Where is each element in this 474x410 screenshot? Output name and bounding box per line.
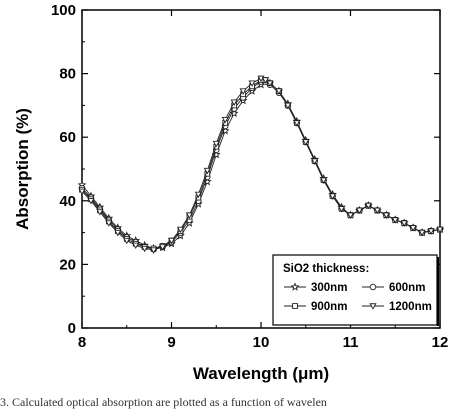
- legend-marker: [290, 282, 300, 291]
- x-tick-label: 8: [78, 334, 86, 351]
- series-300nm: [77, 76, 445, 253]
- data-point-300nm: [229, 108, 239, 118]
- series-600nm: [78, 78, 444, 253]
- data-point-1200nm: [114, 229, 122, 237]
- legend-item-1200nm: 1200nm: [362, 301, 432, 313]
- y-tick-label: 40: [59, 193, 76, 210]
- y-axis-title: Absorption (%): [13, 108, 32, 230]
- data-point-1200nm: [436, 226, 444, 234]
- data-point-1200nm: [302, 139, 310, 146]
- y-tick-label: 80: [59, 66, 76, 83]
- data-point-1200nm: [230, 99, 238, 106]
- x-tick-label: 10: [253, 334, 270, 351]
- data-point-1200nm: [96, 209, 104, 216]
- data-point-1200nm: [346, 212, 355, 219]
- data-point-1200nm: [123, 237, 131, 245]
- data-point-1200nm: [176, 226, 185, 234]
- legend-label: 900nm: [311, 301, 347, 313]
- data-point-1200nm: [355, 207, 364, 215]
- legend-item-600nm: 600nm: [362, 282, 425, 294]
- data-point-1200nm: [418, 229, 426, 237]
- legend-label: 600nm: [389, 282, 425, 294]
- x-tick-label: 12: [432, 334, 449, 351]
- x-axis-title: Wavelength (μm): [193, 364, 329, 383]
- legend-item-300nm: 300nm: [284, 282, 347, 294]
- data-point-1200nm: [105, 220, 113, 227]
- legend-marker: [369, 283, 377, 291]
- data-point-1200nm: [78, 188, 86, 195]
- legend-label: 1200nm: [389, 301, 432, 313]
- legend-label: 300nm: [311, 282, 347, 294]
- data-point-1200nm: [141, 245, 149, 253]
- data-point-1200nm: [373, 207, 381, 215]
- data-point-1200nm: [266, 80, 274, 87]
- data-point-1200nm: [311, 158, 319, 165]
- data-point-1200nm: [150, 247, 158, 254]
- data-point-1200nm: [284, 102, 292, 110]
- data-point-1200nm: [261, 77, 270, 84]
- series-1200nm: [78, 75, 444, 254]
- series-line-900nm: [81, 79, 441, 249]
- legend-marker: [292, 303, 298, 309]
- data-point-1200nm: [382, 212, 390, 219]
- data-point-1200nm: [87, 198, 95, 205]
- data-point-1200nm: [427, 228, 435, 235]
- legend-items: 300nm 600nm 900nm 1200nm: [284, 282, 432, 313]
- data-point-1200nm: [167, 237, 176, 245]
- data-point-1200nm: [329, 193, 337, 200]
- data-point-1200nm: [248, 80, 256, 87]
- data-point-1200nm: [132, 242, 140, 250]
- legend-item-900nm: 900nm: [284, 301, 347, 313]
- axis-ticks: 8 9 10 11 12 0 20 40 60 80 100: [51, 2, 448, 351]
- y-tick-label: 20: [59, 256, 76, 273]
- series-line-1200nm: [81, 77, 441, 251]
- data-point-1200nm: [320, 177, 328, 184]
- absorption-chart: 8 9 10 11 12 0 20 40 60 80 100 Wavelength (μm) Abs…: [13, 2, 448, 383]
- series-line-600nm: [81, 81, 441, 250]
- data-point-1200nm: [158, 244, 167, 251]
- y-tick-label: 60: [59, 129, 76, 146]
- data-point-1200nm: [293, 120, 301, 127]
- legend-marker: [369, 303, 377, 310]
- data-point-1200nm: [239, 88, 247, 95]
- y-tick-label: 100: [51, 2, 76, 19]
- figure-caption: 3. Calculated optical absorption are plo…: [0, 395, 327, 409]
- data-point-1200nm: [391, 217, 399, 224]
- data-point-1200nm: [275, 88, 283, 95]
- data-point-1200nm: [194, 191, 202, 199]
- data-point-1200nm: [212, 140, 220, 148]
- series-layer: [77, 75, 445, 254]
- data-point-1200nm: [409, 225, 417, 232]
- x-tick-label: 11: [343, 334, 359, 351]
- legend-box: [272, 254, 438, 326]
- data-point-1200nm: [364, 202, 372, 210]
- series-line-300nm: [81, 81, 441, 249]
- series-900nm: [79, 77, 443, 252]
- data-point-1200nm: [203, 167, 211, 175]
- y-tick-label: 0: [68, 320, 76, 337]
- legend: SiO2 thickness: 300nm 600nm 900nm 1200nm: [272, 254, 439, 326]
- data-point-1200nm: [185, 212, 193, 219]
- data-point-1200nm: [400, 220, 408, 227]
- data-point-1200nm: [337, 206, 346, 213]
- x-tick-label: 9: [167, 334, 175, 351]
- legend-title: SiO2 thickness:: [283, 263, 369, 275]
- data-point-1200nm: [221, 117, 229, 124]
